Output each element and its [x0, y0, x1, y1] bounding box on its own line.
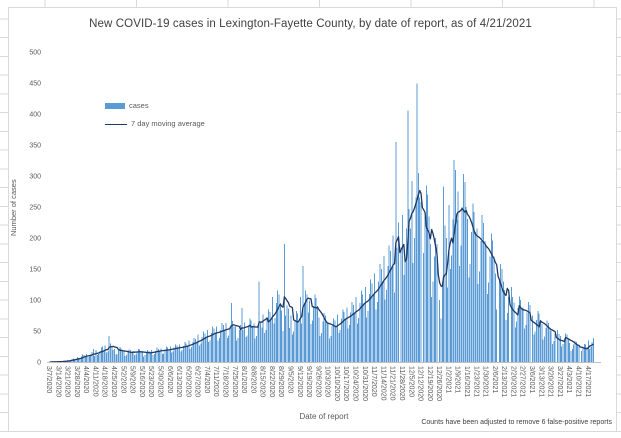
- svg-text:5/16/2020: 5/16/2020: [138, 366, 145, 397]
- chart-footnote: Counts have been adjusted to remove 6 fa…: [421, 419, 612, 426]
- svg-text:10/10/2020: 10/10/2020: [333, 366, 340, 401]
- svg-text:11/14/2020: 11/14/2020: [379, 366, 386, 401]
- svg-text:8/15/2020: 8/15/2020: [259, 366, 266, 397]
- svg-text:6/20/2020: 6/20/2020: [184, 366, 191, 397]
- svg-text:3/28/2020: 3/28/2020: [73, 366, 80, 397]
- legend-label-moving-average: 7 day moving average: [131, 119, 205, 129]
- svg-text:3/7/2020: 3/7/2020: [45, 366, 52, 393]
- legend-label-cases: cases: [129, 101, 149, 111]
- legend-item-moving-average[interactable]: 7 day moving average: [105, 118, 205, 130]
- svg-text:4/4/2020: 4/4/2020: [82, 366, 89, 393]
- svg-text:100: 100: [29, 298, 41, 305]
- svg-text:11/21/2020: 11/21/2020: [389, 366, 396, 401]
- svg-text:350: 350: [29, 143, 41, 150]
- svg-text:4/11/2020: 4/11/2020: [91, 366, 98, 397]
- svg-text:9/5/2020: 9/5/2020: [287, 366, 294, 393]
- svg-text:1/16/2021: 1/16/2021: [463, 366, 470, 397]
- y-axis-tick-labels: 0 50 100 150 200 250 300 350 400 450 500: [29, 50, 41, 367]
- svg-text:3/20/2021: 3/20/2021: [547, 366, 554, 397]
- svg-text:4/3/2021: 4/3/2021: [565, 366, 572, 393]
- svg-text:0: 0: [37, 360, 41, 367]
- svg-text:500: 500: [29, 50, 41, 57]
- x-axis-title: Date of report: [299, 412, 349, 421]
- svg-text:5/30/2020: 5/30/2020: [157, 366, 164, 397]
- svg-text:12/19/2020: 12/19/2020: [426, 366, 433, 401]
- legend-item-cases[interactable]: cases: [105, 100, 205, 112]
- svg-text:4/25/2020: 4/25/2020: [110, 366, 117, 397]
- y-axis-title: Number of cases: [9, 179, 18, 237]
- svg-text:10/24/2020: 10/24/2020: [352, 366, 359, 401]
- svg-text:3/21/2020: 3/21/2020: [64, 366, 71, 397]
- svg-text:11/28/2020: 11/28/2020: [398, 366, 405, 401]
- svg-text:3/27/2021: 3/27/2021: [556, 366, 563, 397]
- svg-text:400: 400: [29, 112, 41, 119]
- svg-text:1/9/2021: 1/9/2021: [454, 366, 461, 393]
- svg-text:2/20/2021: 2/20/2021: [510, 366, 517, 397]
- svg-text:150: 150: [29, 267, 41, 274]
- svg-text:9/26/2020: 9/26/2020: [314, 366, 321, 397]
- cases-series-swatch: [105, 103, 125, 109]
- svg-text:250: 250: [29, 205, 41, 212]
- svg-text:200: 200: [29, 236, 41, 243]
- svg-text:8/8/2020: 8/8/2020: [249, 366, 256, 393]
- svg-text:12/26/2020: 12/26/2020: [435, 366, 442, 401]
- svg-text:4/18/2020: 4/18/2020: [101, 366, 108, 397]
- svg-text:1/2/2021: 1/2/2021: [444, 366, 451, 393]
- svg-text:7/4/2020: 7/4/2020: [203, 366, 210, 393]
- svg-text:450: 450: [29, 81, 41, 88]
- svg-text:4/10/2021: 4/10/2021: [575, 366, 582, 397]
- svg-text:12/5/2020: 12/5/2020: [407, 366, 414, 397]
- svg-text:10/3/2020: 10/3/2020: [324, 366, 331, 397]
- svg-text:10/31/2020: 10/31/2020: [361, 366, 368, 401]
- svg-text:300: 300: [29, 174, 41, 181]
- x-axis-tick-labels: 3/7/2020 3/14/2020 3/21/2020 3/28/2020 4/4/2…: [45, 366, 591, 401]
- chart-title[interactable]: New COVID-19 cases in Lexington-Fayette …: [89, 18, 532, 30]
- svg-text:5/23/2020: 5/23/2020: [147, 366, 154, 397]
- svg-text:7/11/2020: 7/11/2020: [212, 366, 219, 397]
- svg-text:5/9/2020: 5/9/2020: [129, 366, 136, 393]
- svg-text:6/27/2020: 6/27/2020: [194, 366, 201, 397]
- svg-text:1/30/2021: 1/30/2021: [482, 366, 489, 397]
- svg-text:7/25/2020: 7/25/2020: [231, 366, 238, 397]
- svg-text:3/14/2020: 3/14/2020: [54, 366, 61, 397]
- svg-text:2/13/2021: 2/13/2021: [500, 366, 507, 397]
- bars-series-cases: [51, 83, 595, 363]
- svg-text:11/7/2020: 11/7/2020: [370, 366, 377, 397]
- svg-text:7/18/2020: 7/18/2020: [222, 366, 229, 397]
- svg-text:50: 50: [33, 329, 41, 336]
- svg-text:1/23/2021: 1/23/2021: [472, 366, 479, 397]
- legend[interactable]: cases 7 day moving average: [105, 100, 205, 136]
- svg-text:8/1/2020: 8/1/2020: [240, 366, 247, 393]
- svg-text:2/27/2021: 2/27/2021: [519, 366, 526, 397]
- svg-text:4/17/2021: 4/17/2021: [584, 366, 591, 397]
- svg-text:6/6/2020: 6/6/2020: [166, 366, 173, 393]
- svg-text:8/22/2020: 8/22/2020: [268, 366, 275, 397]
- svg-text:9/12/2020: 9/12/2020: [296, 366, 303, 397]
- svg-text:2/6/2021: 2/6/2021: [491, 366, 498, 393]
- svg-text:9/19/2020: 9/19/2020: [305, 366, 312, 397]
- svg-text:3/13/2021: 3/13/2021: [537, 366, 544, 397]
- svg-text:5/2/2020: 5/2/2020: [119, 366, 126, 393]
- svg-text:12/12/2020: 12/12/2020: [417, 366, 424, 401]
- svg-text:3/6/2021: 3/6/2021: [528, 366, 535, 393]
- moving-average-line: [49, 189, 594, 363]
- svg-text:6/13/2020: 6/13/2020: [175, 366, 182, 397]
- svg-text:8/29/2020: 8/29/2020: [277, 366, 284, 397]
- svg-text:10/17/2020: 10/17/2020: [342, 366, 349, 401]
- moving-average-series-swatch: [105, 123, 127, 125]
